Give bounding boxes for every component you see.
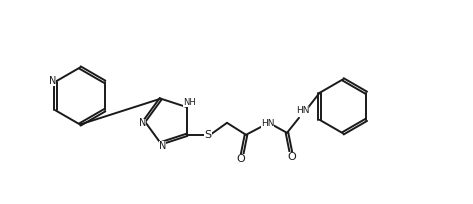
Text: NH: NH [183, 98, 195, 107]
Text: HN: HN [261, 119, 274, 128]
Text: HN: HN [296, 106, 309, 115]
Text: O: O [237, 154, 245, 164]
Text: O: O [288, 152, 297, 162]
Text: S: S [204, 130, 211, 140]
Text: N: N [159, 141, 166, 151]
Text: N: N [49, 76, 56, 86]
Text: N: N [139, 119, 146, 129]
